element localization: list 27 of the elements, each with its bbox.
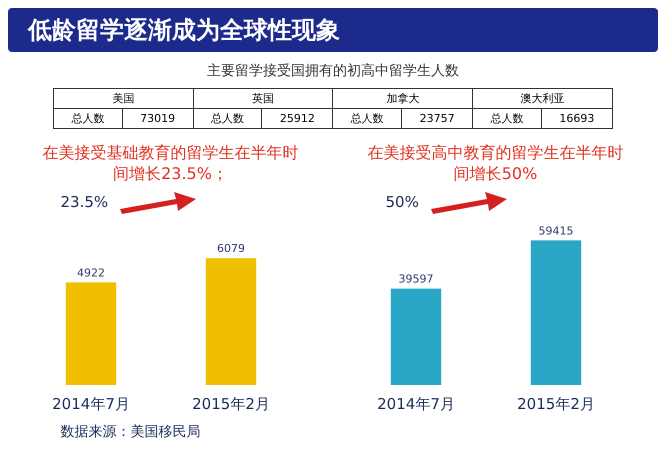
- text: 总人数: [71, 112, 104, 125]
- category-label: 加拿大: [332, 88, 473, 108]
- text: 总人数: [490, 112, 524, 125]
- data-label: 6079: [216, 242, 244, 256]
- x-tick-label: 2014年7月: [376, 394, 454, 413]
- x-tick-label: 2014年7月: [52, 394, 130, 413]
- data-label: 73019: [122, 108, 194, 128]
- x-tick-label: 2015年2月: [516, 394, 594, 413]
- text: 23.5%: [60, 193, 108, 211]
- data-label: 4922: [76, 266, 104, 280]
- source-note: 数据来源：美国移民局: [60, 423, 202, 441]
- data-label: 25912: [262, 108, 333, 128]
- text: 50%: [386, 193, 419, 211]
- text: 总人数: [350, 112, 384, 125]
- category-label: 美国: [54, 88, 194, 108]
- chart-title: 在美接受基础教育的留学生在半年时间增长23.5%；: [42, 143, 300, 185]
- data-label: 39597: [398, 272, 433, 286]
- category-label: 澳大利亚: [472, 88, 612, 108]
- text: 主要留学接受国拥有的初高中留学生人数: [206, 62, 460, 80]
- text: 总人数: [193, 108, 262, 128]
- data-label: 59415: [538, 224, 573, 238]
- x-tick-label: 2015年2月: [192, 394, 270, 413]
- text: 低龄留学逐渐成为全球性现象: [8, 8, 658, 52]
- chart-title: 在美接受高中教育的留学生在半年时间增长50%: [366, 143, 624, 185]
- data-label: 23757: [401, 108, 473, 128]
- category-label: 英国: [193, 88, 333, 108]
- data-label: 16693: [541, 108, 612, 128]
